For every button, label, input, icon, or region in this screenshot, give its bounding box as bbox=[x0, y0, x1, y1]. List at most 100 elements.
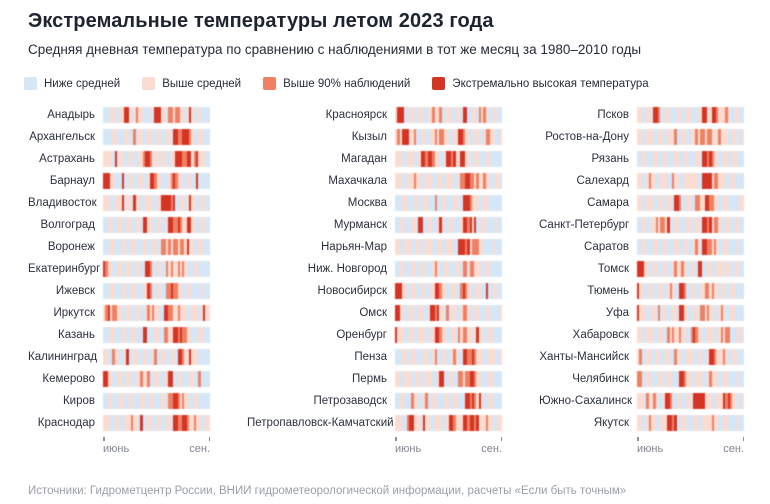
city-label: Ханты-Мансийск bbox=[539, 351, 629, 363]
temperature-strip bbox=[637, 261, 745, 277]
city-label: Архангельск bbox=[29, 131, 95, 143]
temperature-strip bbox=[637, 393, 745, 409]
chart-column-1: Анадырь Архангельск Астрахань Барнаул Владив… bbox=[28, 107, 211, 461]
city-label: Оренбург bbox=[336, 329, 387, 341]
city-label: Нарьян-Мар bbox=[321, 241, 387, 253]
city-row: Тюмень bbox=[539, 283, 745, 299]
temperature-strip bbox=[103, 371, 211, 387]
city-row: Ростов-на-Дону bbox=[539, 129, 745, 145]
temperature-strip bbox=[395, 195, 503, 211]
city-label: Ростов-на-Дону bbox=[545, 131, 629, 143]
city-row: Оренбург bbox=[247, 327, 503, 343]
temperature-strip bbox=[637, 195, 745, 211]
temperature-strip bbox=[637, 415, 745, 431]
city-row: Омск bbox=[247, 305, 503, 321]
axis-tick-september-icon bbox=[742, 437, 744, 441]
city-label: Мурманск bbox=[333, 219, 387, 231]
temperature-strip bbox=[395, 129, 503, 145]
city-label: Хабаровск bbox=[572, 329, 629, 341]
city-label: Анадырь bbox=[47, 109, 95, 121]
city-row: Саратов bbox=[539, 239, 745, 255]
temperature-strip bbox=[395, 107, 503, 123]
temperature-strip bbox=[395, 327, 503, 343]
city-label: Рязань bbox=[591, 153, 629, 165]
temperature-strip bbox=[103, 283, 211, 299]
legend-label: Выше 90% наблюдений bbox=[283, 77, 411, 90]
x-axis-column-3: июнь сен. bbox=[539, 437, 744, 455]
temperature-strip bbox=[637, 129, 745, 145]
city-label: Владивосток bbox=[28, 197, 97, 209]
axis-strip: июнь сен. bbox=[103, 437, 210, 455]
city-label: Псков bbox=[597, 109, 629, 121]
city-row: Мурманск bbox=[247, 217, 503, 233]
axis-label-june: июнь bbox=[637, 443, 664, 455]
temperature-strip bbox=[103, 305, 211, 321]
temperature-strip bbox=[395, 305, 503, 321]
axis-tick-june-icon bbox=[395, 437, 397, 441]
city-row: Нарьян-Мар bbox=[247, 239, 503, 255]
temperature-strip bbox=[395, 371, 503, 387]
city-row: Ижевск bbox=[28, 283, 211, 299]
city-row: Владивосток bbox=[28, 195, 211, 211]
axis-label-june: июнь bbox=[103, 443, 130, 455]
city-label: Киров bbox=[62, 395, 95, 407]
city-row: Анадырь bbox=[28, 107, 211, 123]
city-row: Краснодар bbox=[28, 415, 211, 431]
legend-swatch-below-average-icon bbox=[24, 77, 37, 90]
legend-item-above-90pct: Выше 90% наблюдений bbox=[263, 77, 410, 90]
temperature-strip bbox=[103, 239, 211, 255]
temperature-strip bbox=[103, 195, 211, 211]
legend-item-above-average: Выше средней bbox=[142, 77, 241, 90]
city-row: Салехард bbox=[539, 173, 745, 189]
city-label: Ижевск bbox=[55, 285, 95, 297]
city-row: Магадан bbox=[247, 151, 503, 167]
city-label: Астрахань bbox=[39, 153, 95, 165]
city-row: Махачкала bbox=[247, 173, 503, 189]
city-label: Казань bbox=[58, 329, 95, 341]
city-row: Петрозаводск bbox=[247, 393, 503, 409]
city-label: Махачкала bbox=[328, 175, 387, 187]
city-row: Волгоград bbox=[28, 217, 211, 233]
temperature-strip bbox=[395, 173, 503, 189]
city-row: Москва bbox=[247, 195, 503, 211]
city-label: Пенза bbox=[354, 351, 387, 363]
city-row: Пенза bbox=[247, 349, 503, 365]
legend-swatch-above-average-icon bbox=[142, 77, 156, 90]
city-label: Омск bbox=[359, 307, 387, 319]
legend-item-below-average: Ниже средней bbox=[24, 77, 120, 90]
temperature-strip bbox=[103, 327, 211, 343]
city-row: Челябинск bbox=[539, 371, 745, 387]
city-row: Псков bbox=[539, 107, 745, 123]
temperature-strip bbox=[103, 393, 211, 409]
temperature-strip bbox=[637, 107, 745, 123]
city-label: Салехард bbox=[576, 175, 629, 187]
axis-label-june: июнь bbox=[395, 443, 422, 455]
temperature-strip bbox=[395, 261, 503, 277]
temperature-strip bbox=[103, 107, 211, 123]
x-axis-column-1: июнь сен. bbox=[28, 437, 210, 455]
city-row: Ханты-Мансийск bbox=[539, 349, 745, 365]
legend-item-extreme: Экстремально высокая температура bbox=[432, 77, 649, 90]
city-label: Воронеж bbox=[47, 241, 95, 253]
chart-column-1-rows: Анадырь Архангельск Астрахань Барнаул Владив… bbox=[28, 107, 211, 431]
city-label: Калининград bbox=[28, 351, 98, 363]
temperature-strip bbox=[103, 129, 211, 145]
axis-label-september: сен. bbox=[723, 443, 744, 455]
temperature-strip bbox=[637, 349, 745, 365]
city-row: Уфа bbox=[539, 305, 745, 321]
axis-tick-september-icon bbox=[208, 437, 210, 441]
legend-label: Выше средней bbox=[162, 77, 242, 90]
temperature-strip bbox=[395, 283, 503, 299]
city-label: Томск bbox=[597, 263, 629, 275]
temperature-strip bbox=[637, 327, 745, 343]
city-label: Петропавловск-Камчатский bbox=[247, 417, 394, 429]
city-label: Красноярск bbox=[325, 109, 387, 121]
temperature-strip bbox=[103, 151, 211, 167]
city-row: Рязань bbox=[539, 151, 745, 167]
city-label: Кемерово bbox=[42, 373, 95, 385]
source-note: Источники: Гидрометцентр России, ВНИИ ги… bbox=[28, 485, 627, 497]
city-row: Калининград bbox=[28, 349, 211, 365]
city-row: Санкт-Петербург bbox=[539, 217, 745, 233]
city-row: Архангельск bbox=[28, 129, 211, 145]
temperature-strip bbox=[103, 217, 211, 233]
